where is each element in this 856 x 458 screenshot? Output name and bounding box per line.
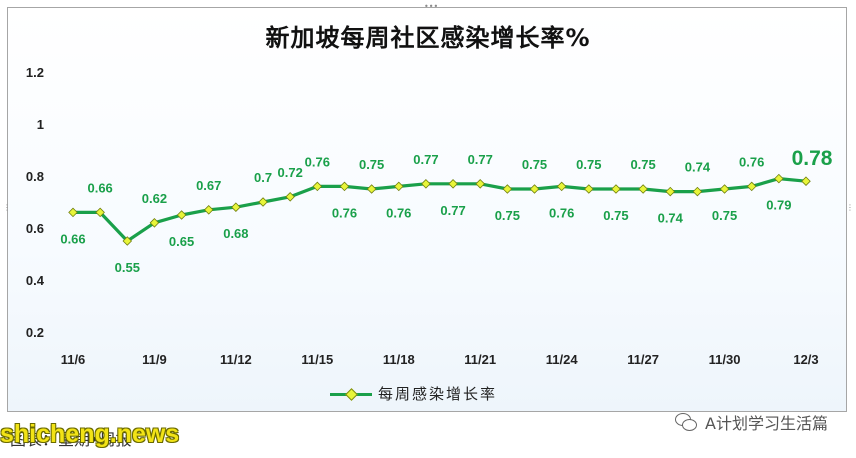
- x-tick-label: 11/12: [220, 352, 252, 367]
- data-point: [339, 181, 350, 192]
- chart-title: 新加坡每周社区感染增长率%: [265, 24, 591, 52]
- resize-handle-left[interactable]: ⋮: [3, 203, 11, 212]
- data-label: 0.76: [332, 205, 357, 220]
- data-point: [665, 186, 676, 197]
- y-tick-label: 0.8: [26, 169, 44, 184]
- data-point: [638, 184, 648, 194]
- data-label: 0.67: [196, 178, 221, 193]
- data-label: 0.72: [278, 165, 303, 180]
- data-point: [719, 184, 730, 194]
- data-point: [203, 205, 214, 215]
- data-point: [68, 207, 78, 218]
- x-tick-label: 11/9: [142, 352, 167, 367]
- data-label: 0.55: [115, 260, 140, 275]
- data-point: [176, 210, 187, 220]
- data-point: [611, 184, 621, 194]
- data-point: [774, 173, 784, 184]
- data-label: 0.76: [549, 205, 574, 220]
- data-point: [692, 186, 703, 197]
- y-tick-label: 1: [37, 117, 44, 132]
- legend: 每周感染增长率: [330, 383, 497, 404]
- data-label: 0.76: [386, 205, 411, 220]
- data-point: [584, 184, 594, 194]
- site-logo: shicheng.news: [0, 420, 180, 448]
- data-label: 0.74: [658, 211, 684, 226]
- x-tick-label: 11/6: [61, 352, 86, 367]
- data-label: 0.66: [87, 180, 112, 195]
- data-point: [394, 181, 404, 192]
- data-label: 0.79: [766, 198, 791, 213]
- data-point: [529, 184, 540, 194]
- y-tick-label: 1.2: [26, 65, 44, 80]
- data-label: 0.7: [254, 170, 272, 185]
- data-point: [258, 197, 268, 207]
- data-label: 0.75: [522, 157, 547, 172]
- data-label: 0.77: [413, 152, 438, 167]
- x-tick-label: 11/21: [464, 352, 496, 367]
- data-label: 0.68: [223, 226, 248, 241]
- data-label: 0.75: [359, 157, 384, 172]
- y-tick-label: 0.4: [26, 273, 45, 288]
- data-label: 0.75: [576, 157, 601, 172]
- data-label: 0.62: [142, 191, 167, 206]
- data-label: 0.75: [712, 208, 737, 223]
- data-label: 0.76: [305, 154, 330, 169]
- legend-label: 每周感染增长率: [378, 385, 498, 403]
- series-line: [73, 177, 807, 243]
- data-point: [556, 181, 567, 192]
- x-tick-label: 11/30: [709, 352, 741, 367]
- data-point: [502, 184, 513, 194]
- data-point: [421, 179, 431, 189]
- data-point: [448, 179, 458, 189]
- data-point: [149, 218, 160, 228]
- data-label: 0.75: [630, 157, 655, 172]
- resize-handle-top[interactable]: •••: [424, 2, 439, 11]
- y-tick-label: 0.6: [26, 221, 44, 236]
- data-point: [122, 236, 133, 246]
- data-point: [746, 181, 757, 192]
- data-point: [366, 184, 377, 194]
- data-label: 0.76: [739, 154, 764, 169]
- source-text: 图表：星期•周报: [10, 430, 132, 449]
- data-label: 0.66: [60, 231, 85, 246]
- data-label: 0.65: [169, 234, 194, 249]
- legend-swatch: [330, 387, 372, 401]
- x-tick-label: 12/3: [793, 352, 818, 367]
- x-tick-label: 11/18: [383, 352, 415, 367]
- data-point: [285, 192, 295, 202]
- data-point: [312, 181, 323, 192]
- x-tick-label: 11/27: [627, 352, 659, 367]
- resize-handle-right[interactable]: ⋮: [846, 203, 854, 212]
- wechat-watermark: A计划学习生活篇: [675, 410, 828, 434]
- chart-frame: [7, 7, 847, 412]
- data-point: [475, 179, 485, 189]
- y-tick-label: 0.2: [26, 325, 44, 340]
- data-label: 0.78: [792, 147, 833, 170]
- wechat-icon: [675, 413, 698, 431]
- data-label: 0.77: [468, 152, 493, 167]
- data-point: [95, 207, 105, 218]
- data-label: 0.75: [495, 208, 520, 223]
- data-label: 0.77: [440, 203, 465, 218]
- data-label: 0.74: [685, 160, 711, 175]
- x-tick-label: 11/15: [301, 352, 333, 367]
- data-point: [231, 202, 241, 212]
- x-tick-label: 11/24: [546, 352, 579, 367]
- data-label: 0.75: [603, 208, 628, 223]
- watermark-text: A计划学习生活篇: [705, 414, 828, 433]
- data-point: [801, 176, 811, 186]
